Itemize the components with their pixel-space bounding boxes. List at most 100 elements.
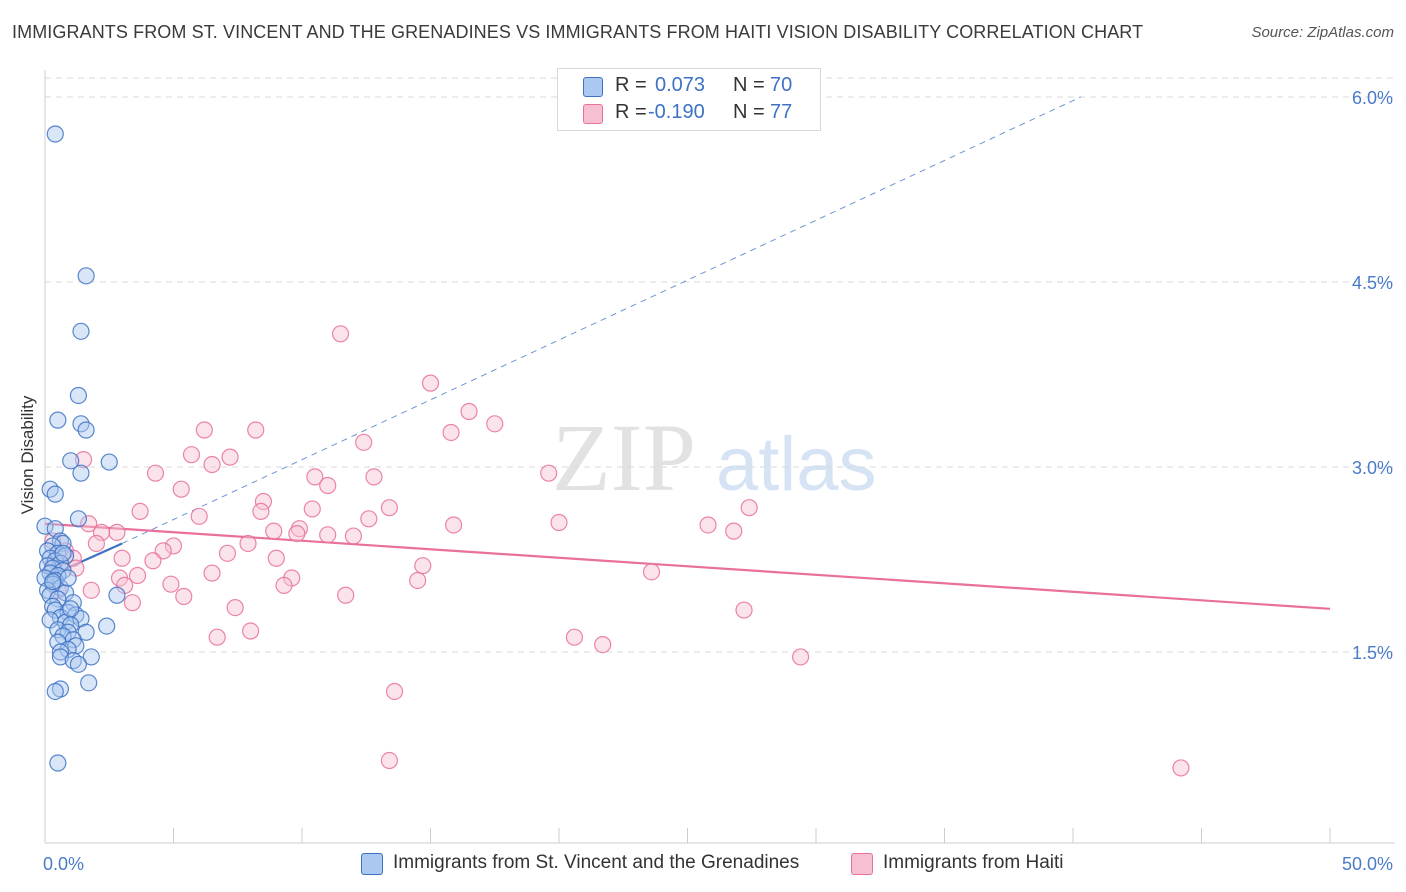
trend-line-stvincent-extended [121,96,1081,544]
point-haiti [146,464,165,482]
point-haiti [74,451,93,469]
legend-swatch-pink [851,853,873,875]
legend-r-label: R = [615,74,647,96]
point-haiti [92,523,111,541]
point-haiti [337,586,355,604]
point-haiti [725,522,743,540]
point-stvincent [72,322,90,340]
point-haiti [380,499,398,517]
point-haiti [290,520,309,538]
point-haiti [203,455,221,474]
legend-n-value: 70 [770,74,793,96]
point-haiti [288,524,306,543]
legend-swatch-blue [361,853,383,875]
watermark-zip: ZIP [552,404,696,511]
point-haiti [699,516,717,534]
point-haiti [226,598,244,617]
legend-n-label: N = [733,74,765,96]
point-haiti [190,507,208,525]
legend-r-value: 0.073 [655,74,706,96]
point-haiti [306,468,324,486]
legend-n-value: 77 [770,101,793,123]
legend-label-haiti: Immigrants from Haiti [883,852,1064,873]
point-haiti [380,751,398,770]
point-haiti [550,513,568,532]
point-haiti [162,575,180,593]
x-tick-label: 50.0% [1342,854,1393,874]
point-haiti [195,421,213,439]
point-haiti [319,476,337,495]
correlation-legend: R = 0.073 N = 70 R = -0.190 N = 77 [557,68,821,131]
x-tick-labels: 0.0% 50.0% [43,854,1393,874]
point-stvincent [36,517,54,535]
point-stvincent [51,648,70,666]
point-stvincent [77,623,95,641]
legend-row-stvincent: R = 0.073 N = 70 [558,74,820,100]
point-haiti [319,526,337,544]
watermark: ZIP atlas [552,404,877,511]
point-haiti [218,544,237,562]
point-haiti [540,464,558,482]
legend-r-value: -0.190 [648,101,705,123]
legend-swatch-blue [583,77,603,97]
point-haiti [445,516,463,534]
point-stvincent [49,754,67,772]
point-haiti [247,421,265,439]
point-haiti [87,534,106,553]
point-stvincent [59,569,77,587]
x-tick-label: 0.0% [43,854,84,874]
point-haiti [108,523,126,541]
x-tick-marks [173,828,1331,843]
point-stvincent [44,573,62,591]
point-stvincent [80,674,98,692]
point-haiti [182,446,201,464]
point-haiti [331,325,350,343]
point-stvincent [77,267,95,285]
point-stvincent [46,485,64,503]
point-stvincent [41,480,59,498]
axes [44,70,1395,844]
point-stvincent [69,655,88,673]
point-haiti [421,374,440,392]
point-stvincent [46,125,64,143]
point-haiti [442,423,460,442]
point-stvincent [46,682,64,701]
y-tick-label: 6.0% [1352,88,1393,108]
point-haiti [175,587,193,606]
point-haiti [740,499,758,517]
point-haiti [164,537,183,555]
point-haiti [303,500,321,518]
point-haiti [239,534,257,553]
point-haiti [254,492,273,511]
point-haiti [82,581,100,599]
point-stvincent [98,617,116,635]
legend-n-label: N = [733,101,765,123]
point-haiti [172,480,190,498]
point-haiti [242,622,260,640]
point-haiti [355,433,373,451]
legend-label-stvincent: Immigrants from St. Vincent and the Gren… [393,852,800,873]
point-stvincent [49,411,67,429]
point-haiti [486,415,504,433]
point-haiti [414,557,432,575]
point-stvincent [62,600,80,618]
point-haiti [642,563,661,581]
point-haiti [565,628,584,646]
point-haiti [128,566,147,585]
point-haiti [735,601,753,619]
point-stvincent [100,453,118,471]
point-haiti [123,594,141,612]
legend-r-label: R = [615,101,647,123]
point-haiti [365,468,383,486]
point-haiti [203,564,221,582]
point-stvincent [72,464,90,482]
y-tick-labels: 1.5% 3.0% 4.5% 6.0% [1352,88,1393,663]
point-haiti [344,527,362,545]
point-haiti [409,571,427,590]
point-haiti [131,502,149,520]
point-haiti [221,448,239,466]
y-axis-label: Vision Disability [18,395,37,515]
point-haiti [252,502,270,520]
y-tick-label: 1.5% [1352,643,1393,663]
